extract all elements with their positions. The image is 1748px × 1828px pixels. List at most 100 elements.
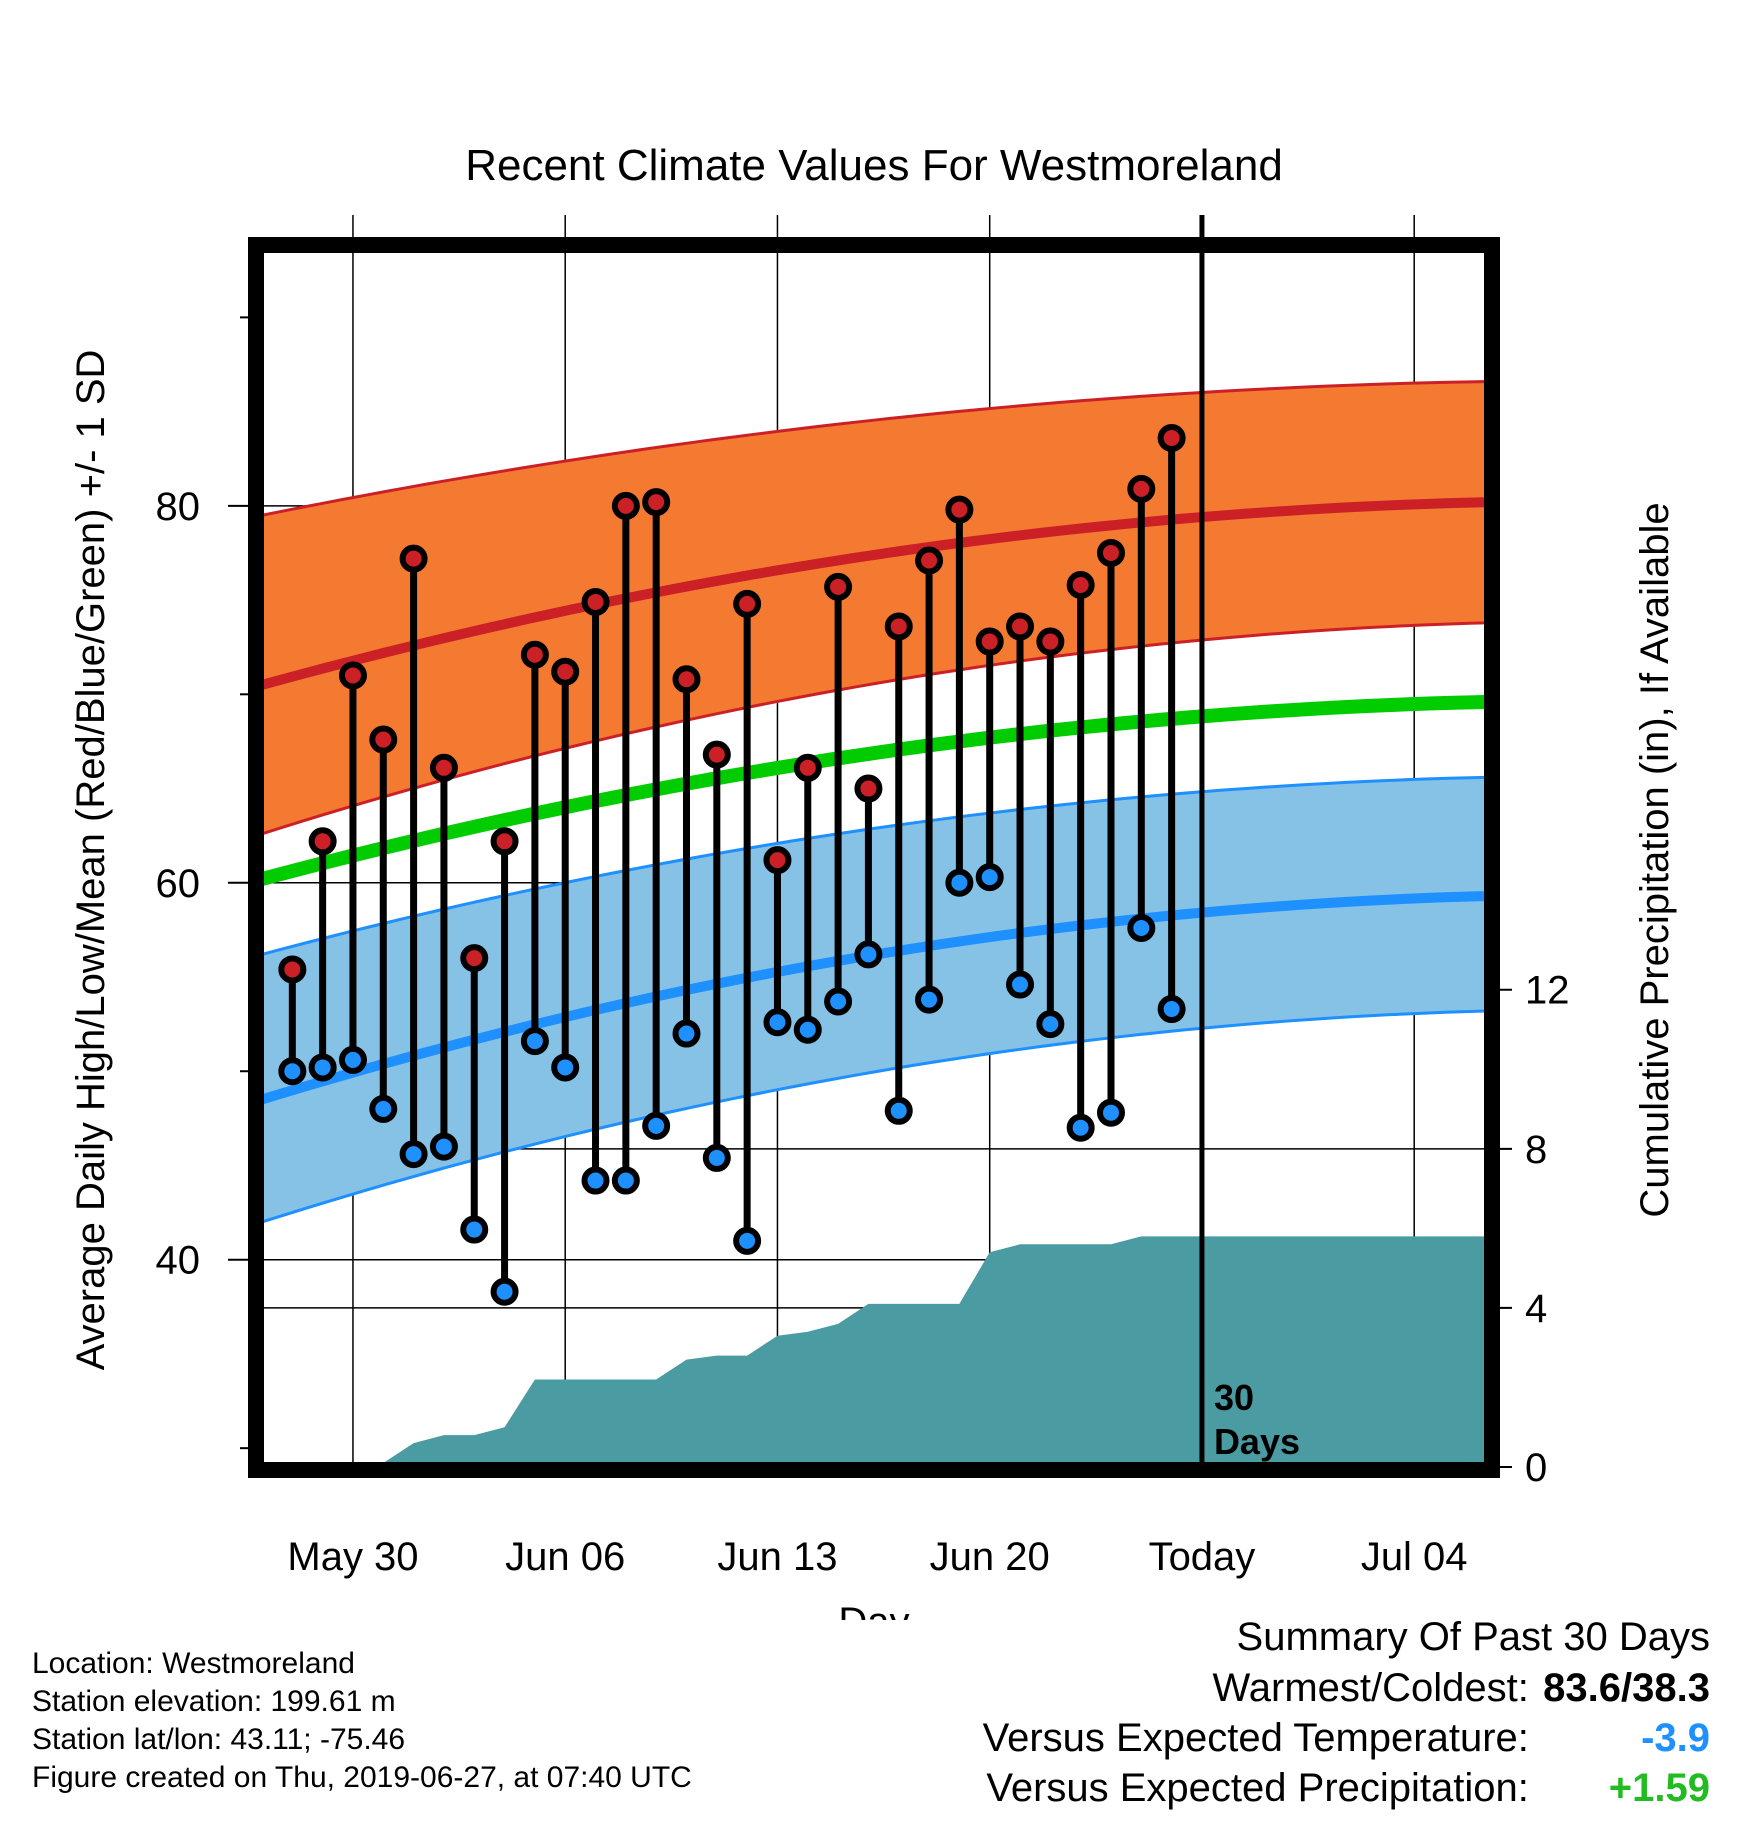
warm-cold-value: 83.6/38.3 [1543,1666,1710,1710]
climatology-bands [262,379,1490,1224]
obs-low-point-11 [611,1166,640,1195]
obs-high-point-1 [308,827,337,856]
obs-low-point-15 [733,1226,762,1255]
low-upper-edge [262,775,1490,956]
obs-low-point-22 [945,868,974,897]
obs-low-point-9 [551,1053,580,1082]
obs-high-point-15 [733,589,762,618]
y-axis-right: 0 4 8 12 [1492,969,1570,1490]
latlon-text: Station lat/lon: 43.11; -75.46 [32,1723,406,1756]
high-lower-edge [262,621,1490,836]
x-axis: May 30 Jun 06 Jun 13 Jun 20 Today Jul 04 [287,1535,1467,1579]
x-axis-label: Day [838,1600,909,1620]
x-tick-label-4: Today [1149,1535,1256,1579]
obs-high-point-7 [490,827,519,856]
obs-low-point-21 [915,985,944,1014]
y-right-label-0: 0 [1525,1446,1547,1490]
low-lower-edge [262,1009,1490,1224]
y-axis-left: 40 60 80 [156,316,256,1450]
obs-low-point-14 [702,1143,731,1172]
y-axis-right-label: Cumulative Precipitation (in), If Availa… [1633,502,1677,1217]
high-sd-band [262,381,1490,834]
obs-high-point-25 [1036,627,1065,656]
precipitation-area [352,1236,1490,1467]
obs-low-point-13 [672,1019,701,1048]
station-info: Location: Westmoreland Station elevation… [32,1645,692,1797]
y-right-label-8: 8 [1525,1128,1547,1172]
today-marker-label: 30 Days [1214,1377,1300,1462]
obs-high-point-16 [763,846,792,875]
obs-low-point-27 [1096,1098,1125,1127]
x-tick-label-0: May 30 [287,1535,418,1579]
obs-high-point-6 [460,944,489,973]
plot-frame [248,237,1500,1478]
obs-low-point-2 [338,1045,367,1074]
obs-low-point-6 [460,1215,489,1244]
y-left-label-40: 40 [156,1239,201,1283]
y-right-label-4: 4 [1525,1287,1547,1331]
summary-warm-cold: Warmest/Coldest: 83.6/38.3 [1213,1666,1711,1711]
obs-low-point-23 [975,863,1004,892]
obs-low-point-19 [854,940,883,969]
x-tick-label-3: Jun 20 [930,1535,1050,1579]
y-left-label-80: 80 [156,485,201,529]
obs-low-point-18 [824,987,853,1016]
obs-low-point-4 [399,1140,428,1169]
obs-low-point-7 [490,1277,519,1306]
high-upper-edge [262,379,1490,517]
climate-chart: Recent Climate Values For Westmoreland 3… [69,141,1677,1620]
precip-label: Versus Expected Precipitation: [986,1766,1529,1810]
obs-high-point-28 [1127,474,1156,503]
obs-high-point-10 [581,587,610,616]
temp-label: Versus Expected Temperature: [982,1716,1529,1760]
temp-value: -3.9 [1641,1716,1710,1760]
obs-high-point-20 [884,612,913,641]
summary-temperature: Versus Expected Temperature: -3.9 [983,1716,1710,1761]
obs-high-point-29 [1157,424,1186,452]
location-text: Location: Westmoreland [32,1647,355,1680]
obs-high-point-4 [399,544,428,573]
obs-high-point-9 [551,657,580,686]
obs-high-point-24 [1006,612,1035,641]
obs-high-point-14 [702,740,731,769]
y-axis-left-label: Average Daily High/Low/Mean (Red/Blue/Gr… [69,350,113,1371]
low-sd-band [262,777,1490,1222]
y-left-label-60: 60 [156,862,201,906]
obs-low-point-8 [520,1027,549,1056]
obs-high-point-13 [672,665,701,694]
obs-high-point-17 [793,753,822,782]
mean-line [262,694,1490,886]
obs-low-point-10 [581,1166,610,1195]
obs-high-point-19 [854,774,883,803]
obs-high-point-8 [520,640,549,669]
obs-high-point-18 [824,572,853,601]
obs-low-point-17 [793,1015,822,1044]
obs-high-point-27 [1096,538,1125,567]
x-tick-label-5: Jul 04 [1361,1535,1468,1579]
x-tick-label-2: Jun 13 [717,1535,837,1579]
obs-low-point-26 [1066,1113,1095,1142]
obs-low-point-24 [1006,970,1035,999]
summary-heading: Summary Of Past 30 Days [1236,1615,1710,1659]
obs-high-point-3 [369,725,398,754]
obs-high-point-11 [611,491,640,520]
warm-cold-label: Warmest/Coldest: [1212,1666,1529,1710]
obs-low-point-0 [278,1057,307,1086]
obs-low-point-28 [1127,914,1156,942]
summary-precipitation: Versus Expected Precipitation: +1.59 [986,1766,1710,1811]
obs-high-point-5 [429,753,458,782]
obs-high-point-23 [975,627,1004,656]
obs-low-point-3 [369,1094,398,1123]
obs-high-point-22 [945,495,974,524]
obs-high-point-26 [1066,571,1095,599]
chart-title: Recent Climate Values For Westmoreland [465,141,1283,190]
obs-low-point-1 [308,1053,337,1082]
y-right-label-12: 12 [1525,969,1570,1013]
obs-high-point-2 [338,661,367,690]
obs-low-point-25 [1036,1010,1065,1039]
obs-high-point-21 [915,546,944,575]
obs-high-point-0 [278,955,307,984]
elevation-text: Station elevation: 199.61 m [32,1685,396,1718]
obs-low-point-20 [884,1096,913,1125]
obs-low-point-5 [429,1132,458,1161]
